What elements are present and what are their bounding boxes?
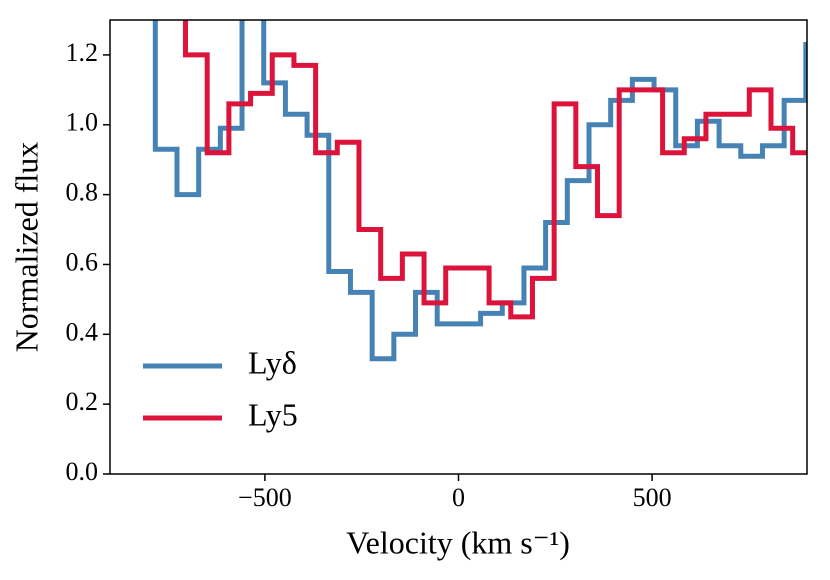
y-tick-label: 0.8 [66, 178, 99, 207]
data-line [183, 20, 807, 320]
x-tick-label: 500 [633, 483, 672, 512]
plot-area [152, 20, 807, 362]
y-tick-label: 1.0 [66, 108, 99, 137]
data-line [152, 20, 807, 362]
x-tick-label: −500 [238, 483, 292, 512]
legend-label: Ly5 [248, 396, 298, 432]
y-tick-label: 0.4 [66, 317, 99, 346]
axes-frame [109, 19, 808, 475]
legend-label: Lyδ [248, 344, 297, 380]
x-axis-label: Velocity (km s⁻¹) [346, 524, 570, 560]
y-tick-label: 0.6 [66, 247, 99, 276]
y-axis-label: Normalized flux [8, 142, 44, 353]
x-tick-label: 0 [452, 483, 465, 512]
y-tick-label: 0.2 [66, 387, 99, 416]
y-tick-label: 0.0 [66, 457, 99, 486]
y-tick-label: 1.2 [66, 38, 99, 67]
